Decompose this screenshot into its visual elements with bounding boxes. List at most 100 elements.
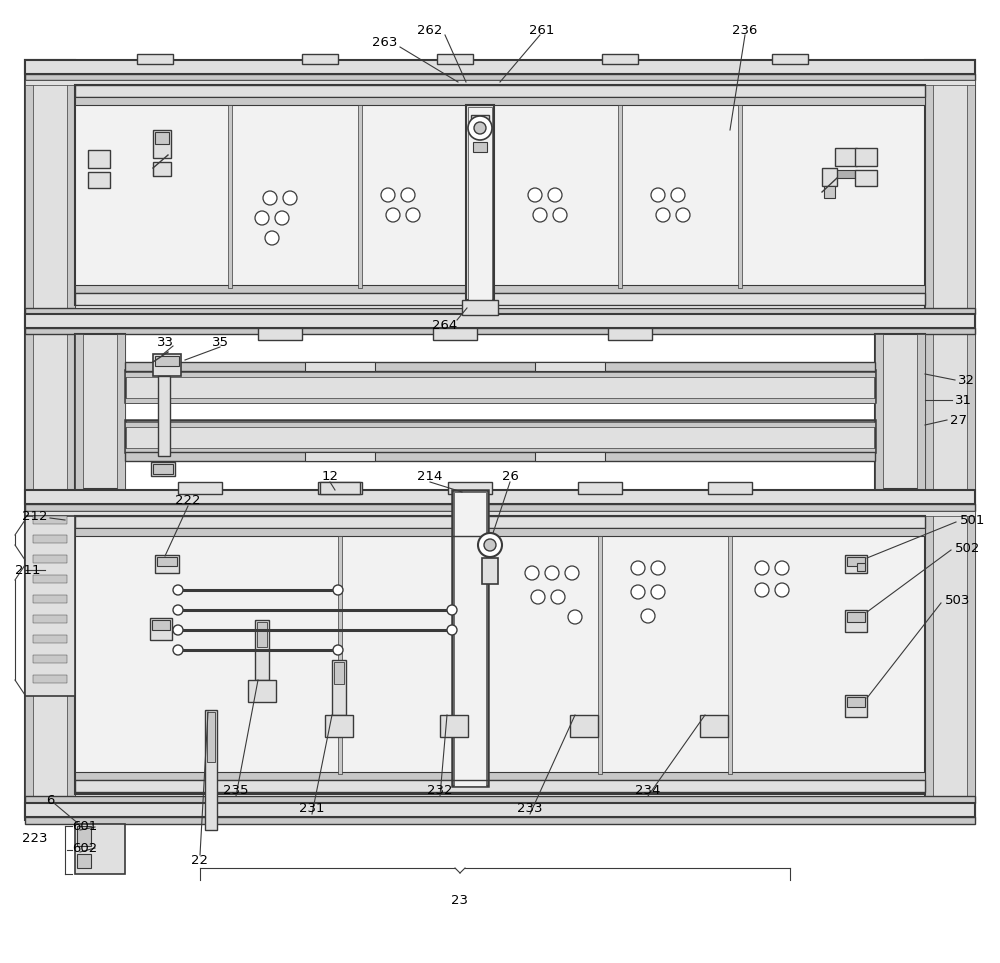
Text: 26: 26: [502, 470, 518, 482]
Bar: [25, 511, 975, 516]
Text: 261: 261: [529, 23, 555, 37]
Bar: [847, 557, 865, 566]
Bar: [305, 362, 375, 371]
Text: 12: 12: [322, 470, 338, 482]
Bar: [845, 610, 867, 632]
Bar: [25, 796, 975, 803]
Bar: [25, 817, 975, 824]
Bar: [248, 680, 276, 702]
Bar: [468, 107, 492, 300]
Text: 211: 211: [15, 563, 41, 577]
Bar: [228, 105, 232, 288]
Bar: [488, 105, 492, 288]
Bar: [33, 555, 67, 563]
Bar: [25, 60, 33, 820]
Bar: [33, 655, 67, 663]
Bar: [178, 482, 222, 494]
Bar: [153, 130, 171, 158]
Bar: [75, 772, 925, 780]
Circle shape: [531, 590, 545, 604]
Bar: [75, 334, 125, 489]
Circle shape: [525, 566, 539, 580]
Bar: [925, 60, 933, 820]
Bar: [153, 162, 171, 176]
Bar: [125, 398, 875, 403]
Bar: [602, 54, 638, 64]
Bar: [728, 536, 732, 774]
Circle shape: [671, 188, 685, 202]
Bar: [855, 148, 877, 166]
Bar: [75, 97, 925, 105]
Bar: [847, 697, 865, 707]
Bar: [338, 536, 342, 774]
Circle shape: [333, 645, 343, 655]
Circle shape: [386, 208, 400, 222]
Bar: [822, 168, 837, 186]
Text: 503: 503: [945, 593, 970, 607]
Bar: [258, 328, 302, 340]
Text: 23: 23: [452, 894, 468, 906]
Bar: [153, 354, 181, 376]
Text: 263: 263: [372, 36, 398, 48]
Text: 236: 236: [732, 23, 758, 37]
Circle shape: [528, 188, 542, 202]
Bar: [845, 695, 867, 717]
Circle shape: [478, 533, 502, 557]
Circle shape: [775, 583, 789, 597]
Circle shape: [173, 585, 183, 595]
Circle shape: [651, 585, 665, 599]
Circle shape: [545, 566, 559, 580]
Bar: [570, 715, 598, 737]
Bar: [448, 482, 492, 494]
Bar: [578, 482, 622, 494]
Bar: [25, 490, 975, 504]
Circle shape: [333, 585, 343, 595]
Bar: [454, 492, 486, 786]
Bar: [33, 516, 67, 524]
Bar: [88, 150, 110, 168]
Text: 214: 214: [417, 470, 443, 482]
Bar: [835, 148, 857, 166]
Circle shape: [775, 561, 789, 575]
Bar: [75, 334, 83, 489]
Bar: [67, 60, 75, 820]
Bar: [708, 482, 752, 494]
Text: 262: 262: [417, 23, 443, 37]
Bar: [440, 715, 468, 737]
Bar: [205, 710, 217, 830]
Text: 231: 231: [299, 801, 325, 815]
Bar: [125, 420, 875, 452]
Bar: [358, 105, 362, 288]
Bar: [150, 618, 172, 640]
Text: 235: 235: [223, 784, 249, 796]
Bar: [452, 490, 488, 786]
Circle shape: [406, 208, 420, 222]
Bar: [25, 74, 975, 80]
Circle shape: [651, 561, 665, 575]
Text: 501: 501: [960, 513, 985, 527]
Circle shape: [283, 191, 297, 205]
Bar: [305, 452, 375, 461]
Bar: [302, 54, 338, 64]
Bar: [75, 516, 925, 794]
Bar: [967, 60, 975, 820]
Text: 601: 601: [72, 820, 98, 834]
Bar: [257, 622, 267, 647]
Circle shape: [401, 188, 415, 202]
Bar: [462, 300, 498, 315]
Bar: [25, 803, 975, 817]
Bar: [137, 54, 173, 64]
Bar: [25, 328, 975, 334]
Bar: [875, 334, 925, 489]
Text: 232: 232: [427, 784, 453, 796]
Bar: [125, 448, 875, 453]
Bar: [598, 536, 602, 774]
Bar: [33, 615, 67, 623]
Bar: [88, 172, 110, 188]
Bar: [25, 60, 975, 74]
Bar: [75, 516, 925, 528]
Bar: [125, 362, 875, 371]
Bar: [25, 504, 975, 511]
Circle shape: [381, 188, 395, 202]
Circle shape: [173, 605, 183, 615]
